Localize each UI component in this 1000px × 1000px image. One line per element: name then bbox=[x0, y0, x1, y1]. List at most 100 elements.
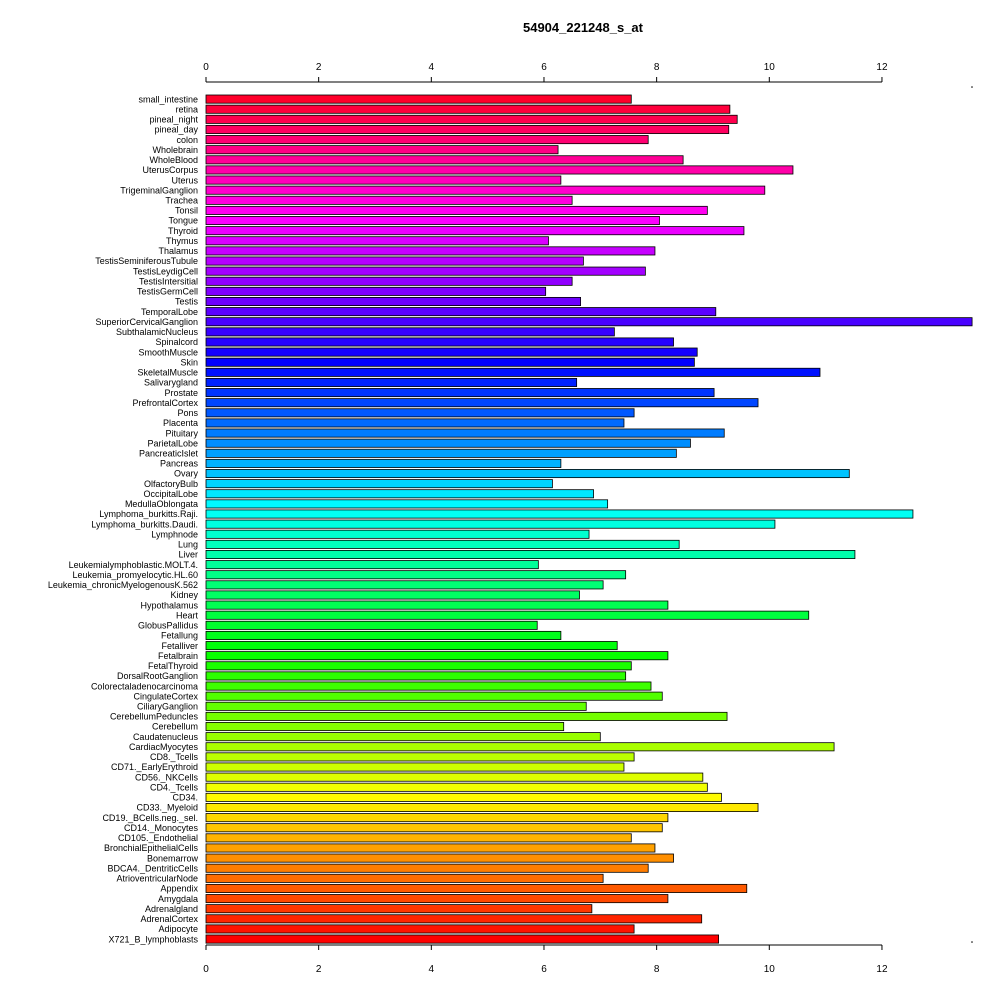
category-label: PancreaticIslet bbox=[139, 449, 199, 459]
category-label: Leukemialymphoblastic.MOLT.4. bbox=[69, 560, 198, 570]
bar bbox=[205, 175, 562, 185]
category-label: Skin bbox=[180, 357, 198, 367]
tick-label: 8 bbox=[654, 964, 660, 975]
bar bbox=[205, 286, 547, 296]
axis-end-mark bbox=[971, 941, 973, 943]
bar bbox=[205, 560, 539, 570]
category-label: SuperiorCervicalGanglion bbox=[95, 317, 198, 327]
bar bbox=[205, 165, 794, 175]
bar bbox=[205, 418, 625, 428]
axis-end-mark bbox=[971, 86, 973, 88]
bar bbox=[205, 894, 669, 904]
category-label: Kidney bbox=[170, 590, 198, 600]
category-label: Wholebrain bbox=[152, 145, 198, 155]
bar bbox=[205, 266, 646, 276]
bar bbox=[205, 94, 632, 104]
category-label: Thalamus bbox=[158, 246, 198, 256]
bar bbox=[205, 792, 722, 802]
bar bbox=[205, 550, 856, 560]
tick-label: 10 bbox=[764, 62, 776, 73]
category-label: CD105._Endothelial bbox=[118, 833, 198, 843]
category-label: Trachea bbox=[165, 196, 198, 206]
category-label: TestisGermCell bbox=[137, 287, 198, 297]
bar bbox=[205, 205, 708, 215]
bar bbox=[205, 671, 627, 681]
bar bbox=[205, 570, 627, 580]
category-label: SkeletalMuscle bbox=[137, 368, 198, 378]
bar bbox=[205, 408, 635, 418]
bar bbox=[205, 458, 562, 468]
bar bbox=[205, 590, 580, 600]
bar bbox=[205, 185, 766, 195]
bar bbox=[205, 509, 914, 519]
category-label: Adrenalgland bbox=[145, 904, 198, 914]
category-label: SubthalamicNucleus bbox=[116, 327, 199, 337]
category-label: AdrenalCortex bbox=[140, 914, 198, 924]
category-label: BDCA4._DentriticCells bbox=[107, 863, 198, 873]
bar bbox=[205, 620, 538, 630]
bar bbox=[205, 752, 635, 762]
category-label: small_intestine bbox=[138, 94, 198, 104]
bar bbox=[205, 691, 663, 701]
category-label: FetalThyroid bbox=[148, 661, 198, 671]
bar bbox=[205, 337, 674, 347]
category-label: CerebellumPeduncles bbox=[110, 712, 199, 722]
category-label: Tongue bbox=[168, 216, 198, 226]
bar bbox=[205, 711, 728, 721]
category-label: AtrioventricularNode bbox=[116, 874, 198, 884]
bar bbox=[205, 226, 745, 236]
category-label: Fetallung bbox=[161, 631, 198, 641]
top-x-axis: 0 2 4 6 8 10 12 bbox=[203, 62, 973, 88]
category-label: Testis bbox=[175, 297, 199, 307]
bar bbox=[205, 539, 680, 549]
category-label: retina bbox=[175, 104, 198, 114]
bar bbox=[205, 307, 717, 317]
bar bbox=[205, 145, 559, 155]
category-label: Amygdala bbox=[158, 894, 198, 904]
category-label: CD56._NKCells bbox=[135, 772, 199, 782]
tick-label: 10 bbox=[764, 964, 776, 975]
bar bbox=[205, 630, 562, 640]
category-label: colon bbox=[176, 135, 198, 145]
bar bbox=[205, 722, 565, 732]
category-label: Ovary bbox=[174, 469, 199, 479]
bar bbox=[205, 924, 635, 934]
bar bbox=[205, 600, 669, 610]
bar bbox=[205, 469, 850, 479]
bar bbox=[205, 195, 573, 205]
bar bbox=[205, 347, 698, 357]
category-label: Colorectaladenocarcinoma bbox=[91, 681, 198, 691]
bar bbox=[205, 732, 601, 742]
bar bbox=[205, 438, 691, 448]
tick-label: 0 bbox=[203, 964, 209, 975]
bar bbox=[205, 398, 759, 408]
category-label: MedullaOblongata bbox=[125, 499, 198, 509]
tick-label: 6 bbox=[541, 62, 547, 73]
category-label: X721_B_lymphoblasts bbox=[108, 934, 198, 944]
category-label: Cerebellum bbox=[152, 722, 198, 732]
bar bbox=[205, 124, 730, 134]
category-label: Lung bbox=[178, 540, 198, 550]
tick-label: 4 bbox=[429, 62, 435, 73]
category-label: CD71._EarlyErythroid bbox=[111, 762, 198, 772]
category-label: ParietalLobe bbox=[147, 438, 198, 448]
category-label: Pancreas bbox=[160, 459, 199, 469]
category-label: TemporalLobe bbox=[141, 307, 198, 317]
tick-label: 12 bbox=[876, 62, 888, 73]
category-label: Pons bbox=[177, 408, 198, 418]
category-label: Thyroid bbox=[168, 226, 198, 236]
category-labels: small_intestineretinapineal_nightpineal_… bbox=[48, 94, 199, 944]
category-label: Bonemarrow bbox=[147, 853, 199, 863]
bar bbox=[205, 428, 725, 438]
bar bbox=[205, 135, 649, 145]
category-label: pineal_day bbox=[154, 125, 198, 135]
category-label: DorsalRootGanglion bbox=[117, 671, 198, 681]
tick-label: 6 bbox=[541, 964, 547, 975]
bar bbox=[205, 843, 656, 853]
bar bbox=[205, 772, 704, 782]
bar bbox=[205, 641, 618, 651]
tick-label: 2 bbox=[316, 62, 322, 73]
category-label: Caudatenucleus bbox=[133, 732, 199, 742]
bar bbox=[205, 934, 719, 944]
